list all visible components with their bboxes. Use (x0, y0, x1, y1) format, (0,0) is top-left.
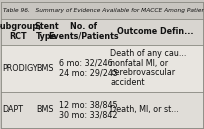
Text: 6 mo: 32/246
24 mo: 29/245: 6 mo: 32/246 24 mo: 29/245 (59, 59, 118, 77)
Text: Subgroup,
RCT: Subgroup, RCT (0, 22, 42, 41)
Text: Outcome Defin...: Outcome Defin... (117, 27, 194, 36)
Text: No. of
Events/Patients: No. of Events/Patients (48, 22, 119, 41)
Text: Death of any cau...
nonfatal MI, or
cerebrovascular
accident: Death of any cau... nonfatal MI, or cere… (110, 49, 186, 87)
Text: 12 mo: 38/845
30 mo: 33/842: 12 mo: 38/845 30 mo: 33/842 (59, 100, 118, 119)
Bar (1, 2, 203, 19)
Text: BMS: BMS (37, 64, 54, 72)
Bar (1, 45, 203, 92)
Bar (1, 19, 203, 45)
Text: Death, MI, or st...: Death, MI, or st... (110, 105, 179, 114)
Text: BMS: BMS (37, 105, 54, 114)
Bar (1, 92, 203, 128)
Text: DAPT: DAPT (2, 105, 23, 114)
Text: Stent
Type: Stent Type (35, 22, 59, 41)
Text: PRODIGY: PRODIGY (2, 64, 38, 72)
Text: Table 96.   Summary of Evidence Available for MACCE Among Patients With a Bare-M: Table 96. Summary of Evidence Available … (3, 8, 204, 13)
